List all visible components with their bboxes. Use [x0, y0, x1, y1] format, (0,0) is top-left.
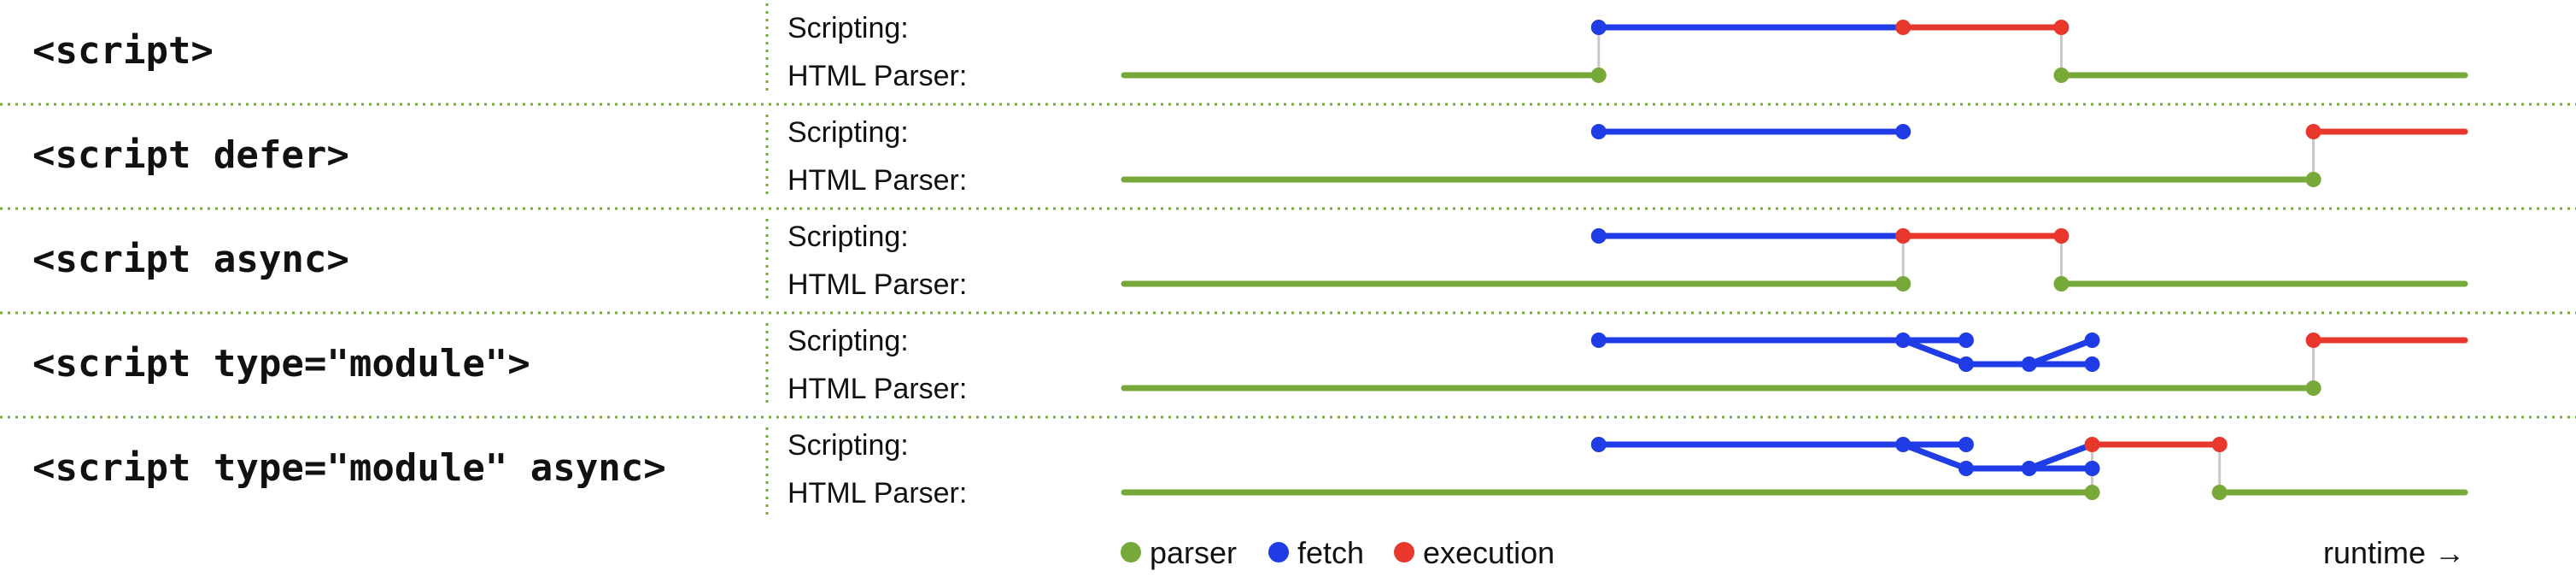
parser-dot — [2053, 68, 2070, 83]
fetch-dot — [1895, 333, 1912, 348]
row-script-async: <script async> Scripting: HTML Parser: — [32, 219, 2468, 303]
parser-dot — [2084, 485, 2100, 500]
fetch-dot — [2084, 356, 2100, 372]
legend-parser-label: parser — [1150, 535, 1237, 570]
fetch-segment — [1900, 337, 1970, 368]
fetch-dot — [1958, 461, 1974, 476]
parser-lane-label: HTML Parser: — [787, 268, 967, 301]
fetch-dot — [2021, 356, 2037, 372]
parser-lane-label: HTML Parser: — [787, 164, 967, 197]
execution-dot — [2053, 228, 2070, 244]
fetch-segment — [1900, 441, 1970, 472]
row-script: <script> Scripting: HTML Parser: — [32, 3, 2468, 94]
parser-dot — [1590, 68, 1607, 83]
fetch-dot — [1590, 20, 1607, 35]
fetch-dot — [1590, 333, 1607, 348]
fetch-segment — [2026, 337, 2096, 368]
parser-dot — [1895, 276, 1912, 292]
timeline — [1121, 437, 2468, 500]
row-title: <script defer> — [32, 133, 349, 177]
row-script-module-async: <script type="module" async> Scripting: … — [32, 427, 2468, 518]
fetch-dot — [1895, 124, 1912, 139]
parser-dot — [2305, 172, 2321, 187]
fetch-dot — [1590, 437, 1607, 452]
fetch-dot — [1590, 124, 1607, 139]
fetch-dot — [1958, 437, 1974, 452]
fetch-dot — [2084, 333, 2100, 348]
parser-lane-label: HTML Parser: — [787, 373, 967, 405]
legend-execution-label: execution — [1423, 535, 1554, 570]
row-title: <script type="module"> — [32, 342, 530, 386]
parser-dot — [2053, 276, 2070, 292]
fetch-dot — [1895, 437, 1912, 452]
fetch-dot — [2021, 461, 2037, 476]
execution-dot — [2084, 437, 2100, 452]
timeline — [1121, 20, 2468, 83]
execution-dot — [1895, 20, 1912, 35]
row-title: <script async> — [32, 238, 349, 281]
fetch-dot — [1958, 356, 1974, 372]
parser-dot — [2305, 380, 2321, 396]
row-title: <script> — [32, 29, 214, 73]
execution-dot — [2305, 124, 2321, 139]
row-title: <script type="module" async> — [32, 446, 666, 490]
row-script-defer: <script defer> Scripting: HTML Parser: — [32, 115, 2468, 198]
fetch-segment — [2026, 441, 2096, 472]
scripting-lane-label: Scripting: — [787, 116, 909, 149]
timeline — [1121, 333, 2468, 396]
parser-dot — [2211, 485, 2228, 500]
legend-execution-dot — [1394, 542, 1414, 562]
scripting-lane-label: Scripting: — [787, 221, 909, 253]
legend-parser-dot — [1121, 542, 1141, 562]
legend-fetch-dot — [1268, 542, 1289, 562]
scripting-lane-label: Scripting: — [787, 12, 909, 44]
legend: parser fetch execution runtime → — [1121, 535, 2465, 570]
row-script-module: <script type="module"> Scripting: HTML P… — [32, 323, 2468, 407]
execution-dot — [2305, 333, 2321, 348]
fetch-dot — [2084, 461, 2100, 476]
execution-dot — [2053, 20, 2070, 35]
scripting-lane-label: Scripting: — [787, 429, 909, 462]
fetch-dot — [1958, 333, 1974, 348]
timeline — [1121, 228, 2468, 292]
fetch-dot — [1590, 228, 1607, 244]
execution-dot — [2211, 437, 2228, 452]
parser-lane-label: HTML Parser: — [787, 477, 967, 509]
parser-lane-label: HTML Parser: — [787, 60, 967, 92]
execution-dot — [1895, 228, 1912, 244]
runtime-axis-label: runtime → — [2323, 535, 2465, 570]
legend-fetch-label: fetch — [1297, 535, 1364, 570]
scripting-lane-label: Scripting: — [787, 325, 909, 357]
timeline — [1121, 124, 2468, 187]
